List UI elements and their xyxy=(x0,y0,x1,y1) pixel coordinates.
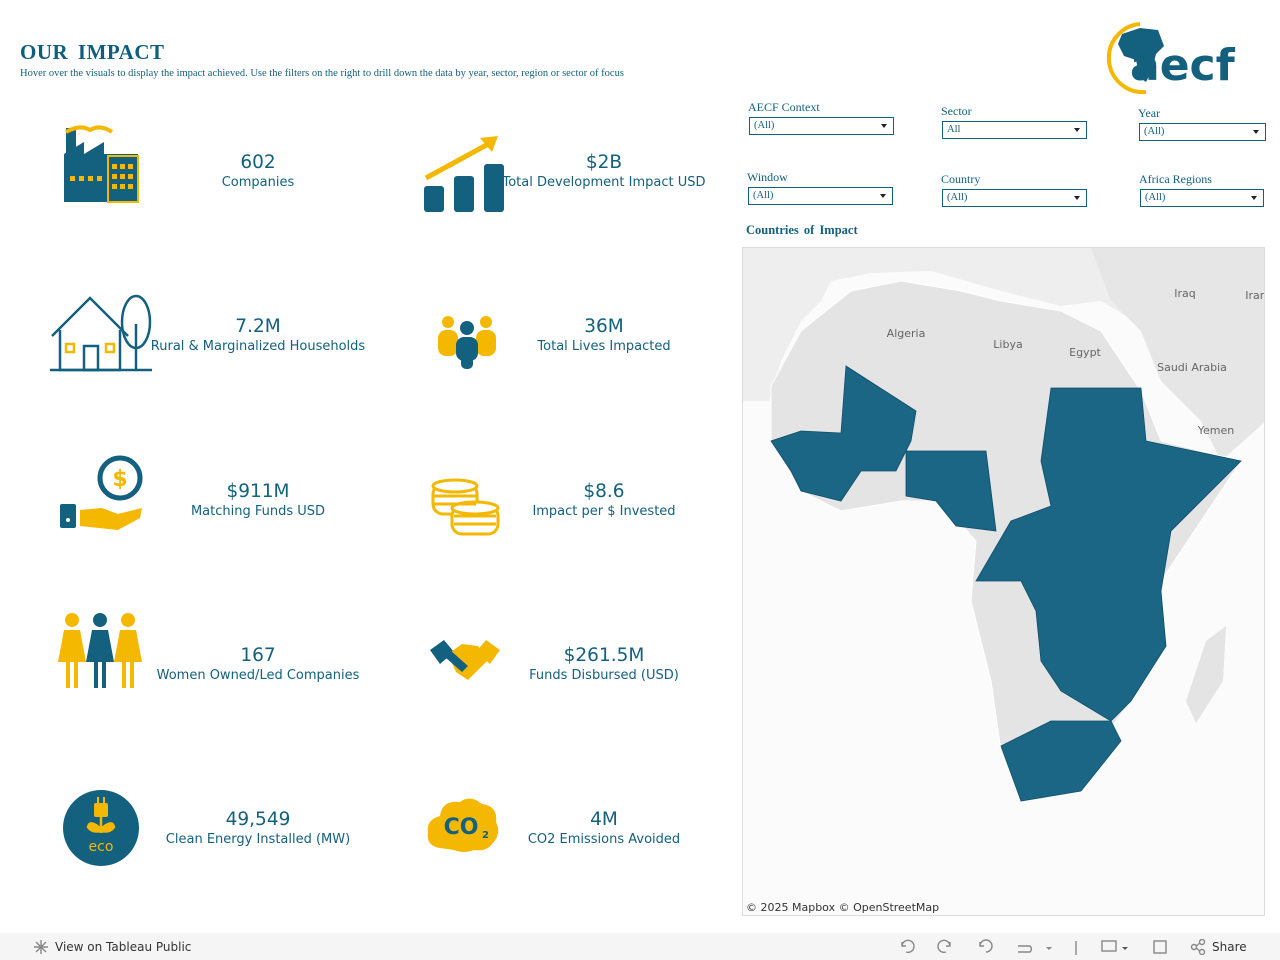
metric-label: Rural & Marginalized Households xyxy=(150,339,366,354)
house-icon xyxy=(50,294,152,372)
logo: aecf xyxy=(1106,22,1236,95)
page-subtitle: Hover over the visuals to display the im… xyxy=(20,68,624,79)
metric-value: 7.2M xyxy=(235,316,281,337)
filter-dropdown[interactable]: (All) xyxy=(1140,189,1264,207)
filter-label: Africa Regions xyxy=(1139,172,1212,186)
metric-label: Total Development Impact USD xyxy=(502,175,706,190)
handshake-icon xyxy=(430,640,500,680)
map-label: Libya xyxy=(993,338,1023,351)
co2-icon: CO 2 xyxy=(427,798,499,852)
view-on-tableau-link[interactable]: View on Tableau Public xyxy=(55,940,192,954)
filter-dropdown[interactable]: All xyxy=(942,121,1087,139)
metric-value: 36M xyxy=(584,316,624,337)
filter-dropdown[interactable]: (All) xyxy=(942,189,1087,207)
map-label: Egypt xyxy=(1069,346,1101,359)
women-icon xyxy=(58,613,142,688)
metric-value: $911M xyxy=(226,481,290,502)
share-button[interactable]: Share xyxy=(1212,940,1247,954)
metric-value: $261.5M xyxy=(563,645,645,666)
metric-value: $8.6 xyxy=(583,481,625,502)
people-icon xyxy=(438,316,496,369)
metric: 4M CO2 Emissions Avoided xyxy=(474,809,734,849)
metric: 36M Total Lives Impacted xyxy=(474,316,734,356)
map-label: Iran xyxy=(1245,289,1265,302)
metric-label: Clean Energy Installed (MW) xyxy=(165,832,351,847)
map-attribution: © 2025 Mapbox © OpenStreetMap xyxy=(746,901,940,914)
metric-label: Companies xyxy=(221,175,295,190)
metric-value: 4M xyxy=(590,809,618,830)
factory-icon xyxy=(64,125,139,203)
map-title: Countries of Impact xyxy=(746,223,858,237)
metric-label: Total Lives Impacted xyxy=(537,339,671,354)
filter-dropdown[interactable]: (All) xyxy=(749,117,894,135)
svg-text:eco: eco xyxy=(89,839,114,855)
filter-dropdown[interactable]: (All) xyxy=(1139,123,1266,141)
map-label: Yemen xyxy=(1197,424,1235,437)
metric: 7.2M Rural & Marginalized Households xyxy=(128,316,388,356)
toolbar-icons xyxy=(901,939,1167,955)
svg-text:CO: CO xyxy=(444,815,479,840)
metric: 49,549 Clean Energy Installed (MW) xyxy=(128,809,388,849)
tableau-icon xyxy=(34,940,48,954)
filter-label: AECF Context xyxy=(748,100,820,114)
metric: $261.5M Funds Disbursed (USD) xyxy=(474,645,734,685)
toolbar: View on Tableau Public Share xyxy=(0,933,1280,960)
metric: 167 Women Owned/Led Companies xyxy=(128,645,388,685)
filter-label: Window xyxy=(747,170,788,184)
metric-label: Matching Funds USD xyxy=(190,504,326,519)
metric-value: 602 xyxy=(240,152,276,173)
hand-coin-icon: $ xyxy=(60,455,143,530)
metric-value: 167 xyxy=(240,645,276,666)
metric: $911M Matching Funds USD xyxy=(128,481,388,521)
filter-dropdown[interactable]: (All) xyxy=(748,187,893,205)
map[interactable]: Algeria Libya Egypt Saudi Arabia Yemen Iraq Ir… xyxy=(742,247,1265,916)
map-label: Iraq xyxy=(1174,287,1196,300)
map-canvas xyxy=(743,248,1264,802)
map-label: Algeria xyxy=(886,327,926,340)
metric-label: Impact per $ Invested xyxy=(532,504,676,519)
metric-label: Women Owned/Led Companies xyxy=(156,668,360,683)
svg-text:$: $ xyxy=(112,467,127,492)
filter-label: Year xyxy=(1138,106,1161,120)
metric-value: $2B xyxy=(585,152,623,173)
page-title: OUR IMPACT xyxy=(20,40,165,64)
share-icon xyxy=(1190,939,1206,955)
metric: 602 Companies xyxy=(128,152,388,192)
filter-label: Sector xyxy=(941,104,972,118)
logo-text: aecf xyxy=(1130,40,1236,91)
metric-label: Funds Disbursed (USD) xyxy=(529,668,679,683)
svg-text:2: 2 xyxy=(482,830,489,841)
metric-value: 49,549 xyxy=(225,809,291,830)
metric: $2B Total Development Impact USD xyxy=(474,152,734,192)
metric: $8.6 Impact per $ Invested xyxy=(474,481,734,521)
growth-icon xyxy=(424,136,504,212)
coins-icon xyxy=(431,478,500,536)
metric-label: CO2 Emissions Avoided xyxy=(527,832,681,847)
eco-icon: eco xyxy=(63,790,139,866)
map-label: Saudi Arabia xyxy=(1157,361,1227,374)
filter-label: Country xyxy=(941,172,981,186)
